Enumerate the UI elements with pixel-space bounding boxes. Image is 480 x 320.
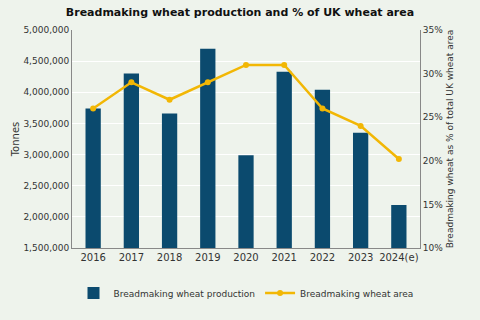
svg-text:2020: 2020 xyxy=(233,252,258,263)
svg-text:2021: 2021 xyxy=(271,252,296,263)
svg-text:25%: 25% xyxy=(423,112,443,122)
svg-text:1,500,000: 1,500,000 xyxy=(23,243,69,253)
svg-text:2022: 2022 xyxy=(310,252,335,263)
svg-text:2023: 2023 xyxy=(348,252,373,263)
svg-text:2024(e): 2024(e) xyxy=(379,252,419,263)
svg-text:Tonnes: Tonnes xyxy=(10,122,21,158)
svg-text:2016: 2016 xyxy=(80,252,105,263)
svg-text:2017: 2017 xyxy=(119,252,144,263)
svg-text:30%: 30% xyxy=(423,69,443,79)
svg-text:35%: 35% xyxy=(423,25,443,35)
svg-text:Breadmaking wheat as % of tota: Breadmaking wheat as % of total UK wheat… xyxy=(445,30,455,249)
svg-text:Breadmaking wheat production: Breadmaking wheat production xyxy=(114,289,256,299)
svg-text:15%: 15% xyxy=(423,200,443,210)
svg-text:2018: 2018 xyxy=(157,252,182,263)
svg-text:4,000,000: 4,000,000 xyxy=(23,87,69,97)
svg-text:Breadmaking wheat area: Breadmaking wheat area xyxy=(300,289,413,299)
svg-text:3,500,000: 3,500,000 xyxy=(23,119,69,129)
svg-text:5,000,000: 5,000,000 xyxy=(23,25,69,35)
svg-text:2,500,000: 2,500,000 xyxy=(23,181,69,191)
svg-text:3,000,000: 3,000,000 xyxy=(23,150,69,160)
svg-text:2,000,000: 2,000,000 xyxy=(23,212,69,222)
svg-text:4,500,000: 4,500,000 xyxy=(23,56,69,66)
svg-text:Breadmaking wheat production a: Breadmaking wheat production and % of UK… xyxy=(66,6,414,19)
svg-text:10%: 10% xyxy=(423,243,443,253)
svg-text:20%: 20% xyxy=(423,156,443,166)
svg-text:2019: 2019 xyxy=(195,252,220,263)
